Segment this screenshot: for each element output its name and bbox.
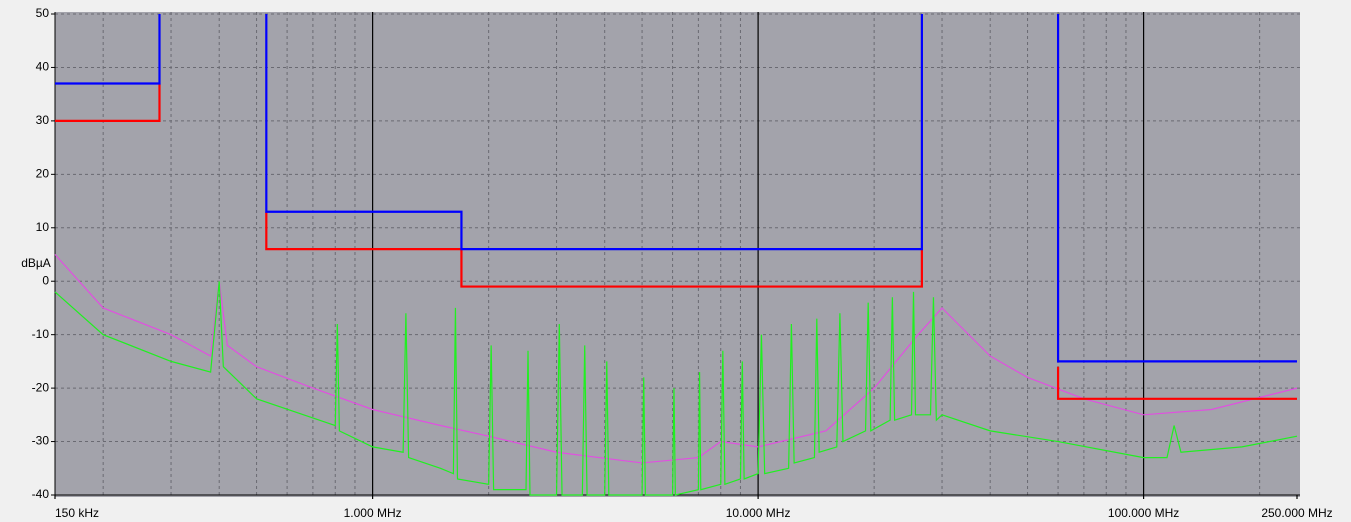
x-tick-label: 10.000 MHz <box>726 506 791 520</box>
series-line <box>55 14 1297 363</box>
y-tick-label: 50 <box>36 6 50 20</box>
x-tick-label: 250.000 MHz <box>1261 506 1332 520</box>
series-line <box>54 254 1298 464</box>
series-line <box>54 281 1298 496</box>
y-axis-label: dBµA <box>21 256 51 270</box>
y-tick-label: 0 <box>42 273 49 287</box>
series-line <box>55 83 1297 400</box>
y-tick-label: -30 <box>32 434 50 448</box>
x-tick-label: 150 kHz <box>55 506 99 520</box>
y-tick-label: -10 <box>32 327 50 341</box>
x-tick-label: 1.000 MHz <box>344 506 402 520</box>
x-tick-label: 100.000 MHz <box>1108 506 1179 520</box>
y-tick-label: -40 <box>32 487 50 501</box>
y-tick-label: 20 <box>36 167 50 181</box>
y-tick-label: -20 <box>32 380 50 394</box>
y-tick-label: 40 <box>36 60 50 74</box>
y-tick-label: 10 <box>36 220 50 234</box>
y-tick-label: 30 <box>36 113 50 127</box>
plot-area <box>55 12 1300 497</box>
